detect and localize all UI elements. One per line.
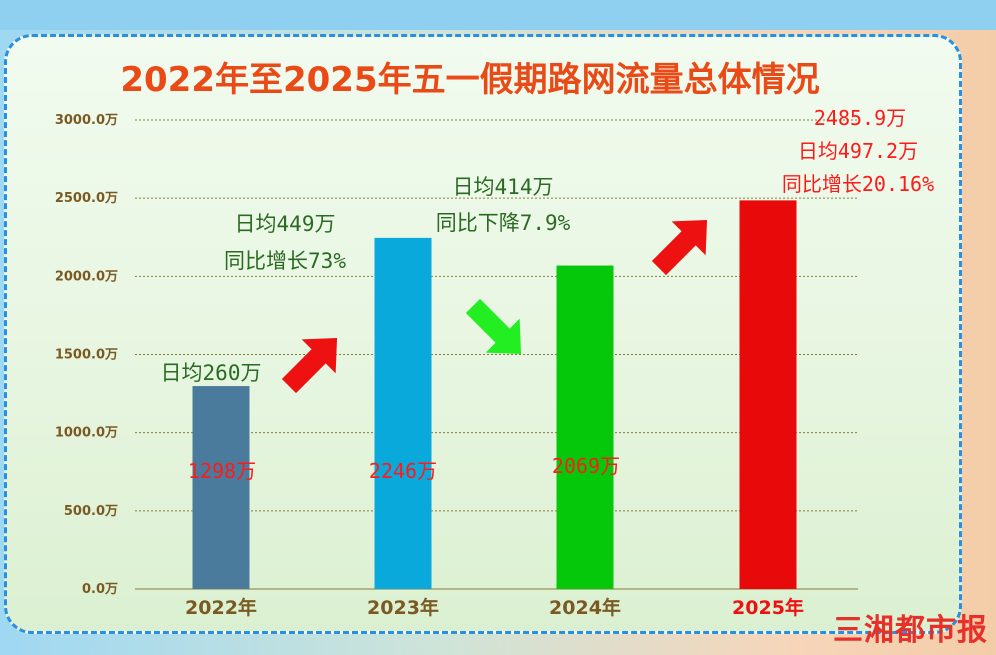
top-band xyxy=(0,0,996,30)
trend-arrow-down-icon-shape xyxy=(465,298,522,355)
x-tick-label: 2024年 xyxy=(549,596,621,619)
data-label: 2485.9万 xyxy=(814,106,906,130)
data-label: 2246万 xyxy=(369,459,437,483)
bar-1 xyxy=(374,237,432,589)
x-tick-label: 2023年 xyxy=(367,596,439,619)
annotation-text: 日均260万 xyxy=(161,361,262,385)
publisher-logo: 三湘都市报 xyxy=(833,613,988,648)
bar-2 xyxy=(556,265,614,589)
y-tick-label: 2000.0万 xyxy=(55,269,118,284)
y-tick-label: 1500.0万 xyxy=(55,348,118,363)
trend-arrow-up-icon xyxy=(651,219,708,276)
annotation-text: 同比下降7.9% xyxy=(436,211,571,235)
annotation-text: 日均449万 xyxy=(235,212,336,236)
x-tick-label: 2022年 xyxy=(185,596,257,619)
trend-arrow-up-icon-shape xyxy=(651,219,708,276)
annotation-text: 同比增长73% xyxy=(224,249,346,273)
trend-arrow-up-icon xyxy=(281,337,338,394)
data-label: 1298万 xyxy=(188,459,256,483)
y-tick-label: 2500.0万 xyxy=(55,191,118,206)
chart-panel xyxy=(4,34,962,634)
y-tick-label: 500.0万 xyxy=(64,504,118,519)
data-label: 2069万 xyxy=(552,454,620,478)
annotation-text: 日均414万 xyxy=(453,175,554,199)
y-tick-label: 1000.0万 xyxy=(55,426,118,441)
annotation-text: 同比增长20.16% xyxy=(782,172,934,196)
trend-arrow-down-icon xyxy=(465,298,522,355)
y-tick-label: 0.0万 xyxy=(82,582,118,597)
chart-title: 2022年至2025年五一假期路网流量总体情况 xyxy=(120,60,820,100)
bar-0 xyxy=(192,386,250,589)
trend-arrow-up-icon-shape xyxy=(281,337,338,394)
y-tick-label: 3000.0万 xyxy=(55,113,118,128)
bar-3 xyxy=(739,200,797,589)
annotation-text: 日均497.2万 xyxy=(798,139,918,163)
x-tick-label: 2025年 xyxy=(732,596,804,619)
